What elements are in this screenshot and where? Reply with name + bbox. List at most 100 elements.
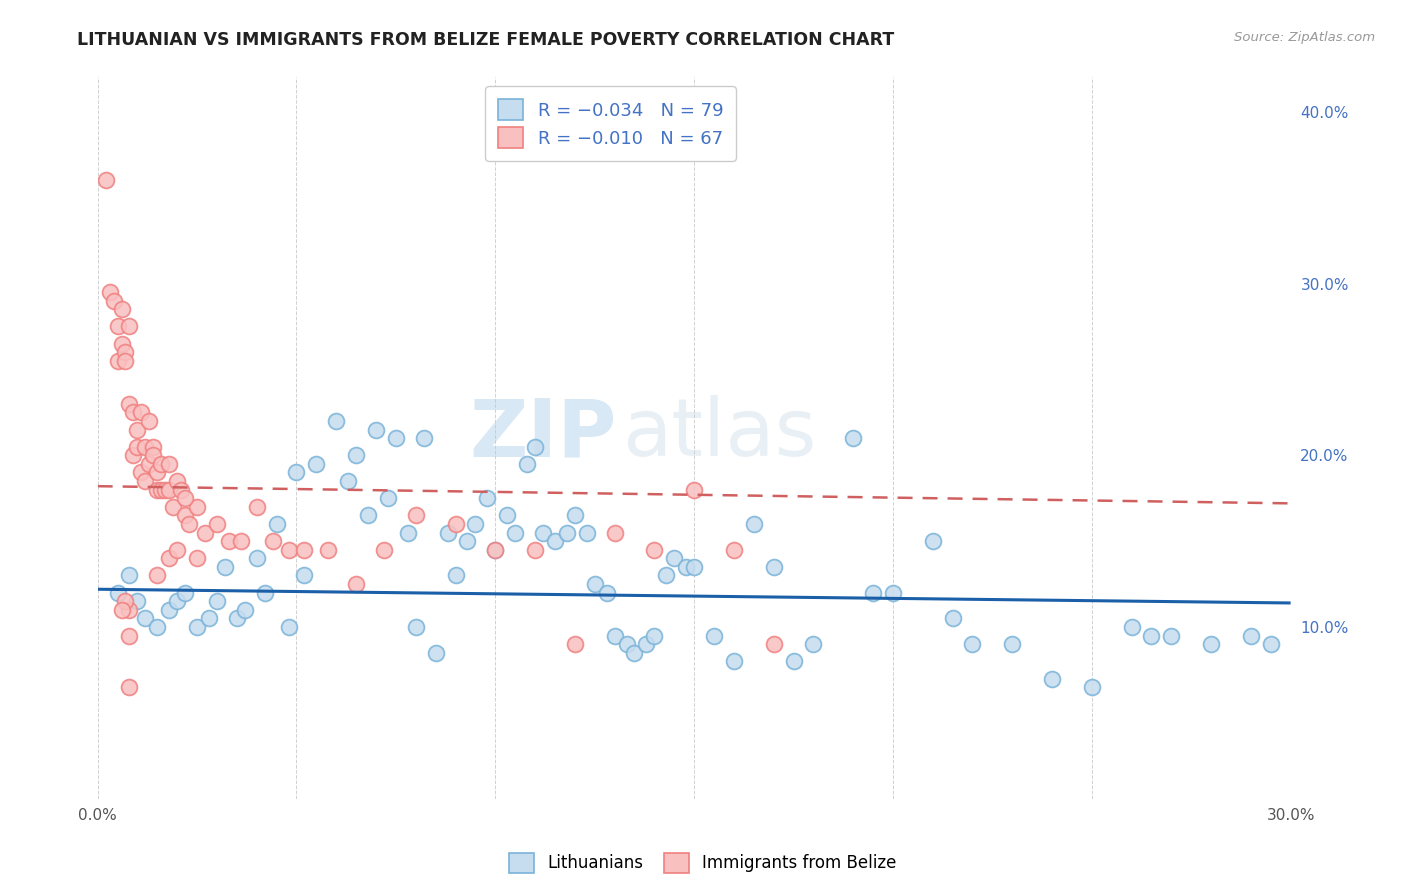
- Point: [723, 542, 745, 557]
- Point: [1240, 629, 1263, 643]
- Point: [138, 414, 160, 428]
- Point: [456, 534, 478, 549]
- Point: [603, 629, 626, 643]
- Point: [127, 423, 149, 437]
- Point: [357, 508, 380, 523]
- Point: [262, 534, 284, 549]
- Point: [118, 680, 141, 694]
- Point: [683, 483, 706, 497]
- Point: [103, 293, 125, 308]
- Point: [636, 637, 658, 651]
- Point: [942, 611, 965, 625]
- Point: [294, 568, 316, 582]
- Point: [122, 405, 145, 419]
- Text: atlas: atlas: [623, 395, 817, 474]
- Point: [623, 646, 645, 660]
- Point: [146, 466, 169, 480]
- Point: [1081, 680, 1104, 694]
- Point: [742, 516, 765, 531]
- Point: [575, 525, 598, 540]
- Point: [98, 285, 121, 299]
- Point: [377, 491, 399, 506]
- Point: [277, 620, 299, 634]
- Point: [166, 474, 188, 488]
- Point: [1121, 620, 1143, 634]
- Point: [174, 491, 197, 506]
- Point: [157, 603, 180, 617]
- Point: [205, 594, 228, 608]
- Point: [186, 551, 208, 566]
- Point: [385, 431, 408, 445]
- Point: [544, 534, 567, 549]
- Point: [803, 637, 825, 651]
- Point: [186, 620, 208, 634]
- Point: [157, 457, 180, 471]
- Point: [564, 637, 586, 651]
- Point: [146, 483, 169, 497]
- Point: [294, 542, 316, 557]
- Point: [405, 508, 427, 523]
- Point: [118, 603, 141, 617]
- Point: [253, 585, 276, 599]
- Point: [675, 560, 697, 574]
- Point: [114, 345, 136, 359]
- Point: [118, 319, 141, 334]
- Point: [344, 448, 367, 462]
- Point: [782, 654, 804, 668]
- Point: [1199, 637, 1222, 651]
- Point: [555, 525, 578, 540]
- Point: [405, 620, 427, 634]
- Point: [150, 483, 173, 497]
- Point: [118, 568, 141, 582]
- Point: [496, 508, 519, 523]
- Point: [862, 585, 884, 599]
- Point: [524, 542, 547, 557]
- Point: [174, 508, 197, 523]
- Point: [305, 457, 328, 471]
- Point: [166, 542, 188, 557]
- Point: [531, 525, 554, 540]
- Point: [425, 646, 447, 660]
- Point: [166, 594, 188, 608]
- Point: [444, 568, 467, 582]
- Point: [477, 491, 499, 506]
- Legend: Lithuanians, Immigrants from Belize: Lithuanians, Immigrants from Belize: [503, 847, 903, 880]
- Point: [285, 466, 308, 480]
- Point: [142, 440, 165, 454]
- Point: [177, 516, 200, 531]
- Point: [131, 466, 153, 480]
- Point: [1040, 672, 1063, 686]
- Point: [107, 585, 129, 599]
- Point: [157, 483, 180, 497]
- Point: [564, 508, 586, 523]
- Point: [134, 440, 156, 454]
- Text: LITHUANIAN VS IMMIGRANTS FROM BELIZE FEMALE POVERTY CORRELATION CHART: LITHUANIAN VS IMMIGRANTS FROM BELIZE FEM…: [77, 31, 894, 49]
- Point: [114, 594, 136, 608]
- Point: [146, 620, 169, 634]
- Point: [114, 354, 136, 368]
- Point: [134, 611, 156, 625]
- Point: [337, 474, 360, 488]
- Point: [583, 577, 606, 591]
- Point: [664, 551, 686, 566]
- Point: [762, 637, 785, 651]
- Point: [683, 560, 706, 574]
- Point: [107, 319, 129, 334]
- Point: [155, 483, 177, 497]
- Point: [94, 173, 117, 187]
- Point: [316, 542, 339, 557]
- Point: [643, 542, 665, 557]
- Point: [157, 551, 180, 566]
- Point: [229, 534, 252, 549]
- Point: [246, 551, 269, 566]
- Point: [444, 516, 467, 531]
- Point: [595, 585, 617, 599]
- Point: [146, 568, 169, 582]
- Point: [225, 611, 247, 625]
- Point: [214, 560, 236, 574]
- Point: [205, 516, 228, 531]
- Point: [1260, 637, 1282, 651]
- Point: [396, 525, 419, 540]
- Point: [1140, 629, 1163, 643]
- Point: [373, 542, 395, 557]
